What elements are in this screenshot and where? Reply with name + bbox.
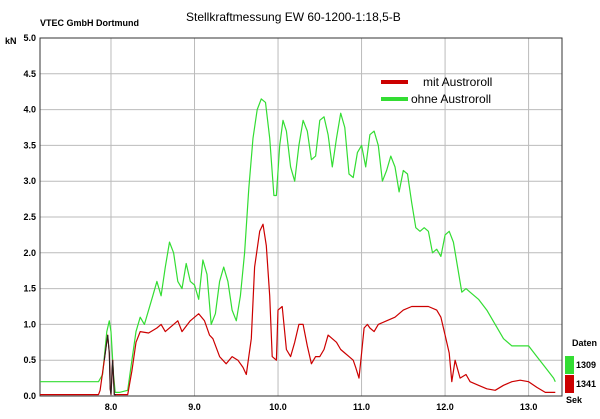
- x-tick-label: 9.0: [188, 402, 201, 412]
- series-layer: [40, 98, 556, 396]
- x-tick-label: 13.0: [520, 402, 538, 412]
- side-green-indicator: [565, 356, 574, 374]
- y-tick-labels: 0.0 0.5 1.0 1.5 2.0 2.5 3.0 3.5 4.0 4.5 5.0: [23, 33, 36, 401]
- y-tick-label: 3.0: [23, 176, 36, 186]
- x-tick-label: 10.0: [269, 402, 287, 412]
- y-tick-label: 1.5: [23, 284, 36, 294]
- series-line-ohne-austroroll: [40, 98, 556, 393]
- series-line-mit-austroroll: [40, 223, 556, 396]
- grid-layer: [40, 38, 562, 396]
- y-tick-label: 3.5: [23, 140, 36, 150]
- y-tick-label: 2.0: [23, 248, 36, 258]
- y-tick-label: 4.5: [23, 69, 36, 79]
- legend: mit Austroroll ohne Austroroll: [381, 75, 492, 106]
- y-axis-unit: kN: [5, 36, 17, 46]
- x-tick-labels: 8.0 9.0 10.0 11.0 12.0 13.0: [105, 402, 538, 412]
- x-tick-label: 11.0: [353, 402, 370, 412]
- y-tick-label: 1.0: [23, 319, 36, 329]
- x-tick-label: 8.0: [105, 402, 118, 412]
- y-tick-label: 0.5: [23, 355, 36, 365]
- chart-title: Stellkraftmessung EW 60-1200-1:18,5-B: [186, 10, 401, 24]
- side-red-value: 1341: [576, 379, 596, 389]
- side-panel: Daten 1309 1341 Sek: [565, 338, 597, 405]
- y-tick-label: 0.0: [23, 391, 36, 401]
- side-red-indicator: [565, 375, 574, 393]
- company-name: VTEC GmbH Dortmund: [40, 18, 139, 28]
- side-panel-title: Daten: [572, 338, 597, 348]
- y-tick-label: 5.0: [23, 33, 36, 43]
- legend-label-mit-austroroll: mit Austroroll: [423, 75, 492, 89]
- x-axis-unit: Sek: [566, 395, 583, 405]
- side-green-value: 1309: [576, 360, 596, 370]
- y-tick-label: 2.5: [23, 212, 36, 222]
- x-tick-label: 12.0: [436, 402, 454, 412]
- plot-frame: [39, 37, 563, 397]
- series-line-overlap: [103, 335, 116, 396]
- legend-label-ohne-austroroll: ohne Austroroll: [411, 92, 491, 106]
- y-tick-label: 4.0: [23, 105, 36, 115]
